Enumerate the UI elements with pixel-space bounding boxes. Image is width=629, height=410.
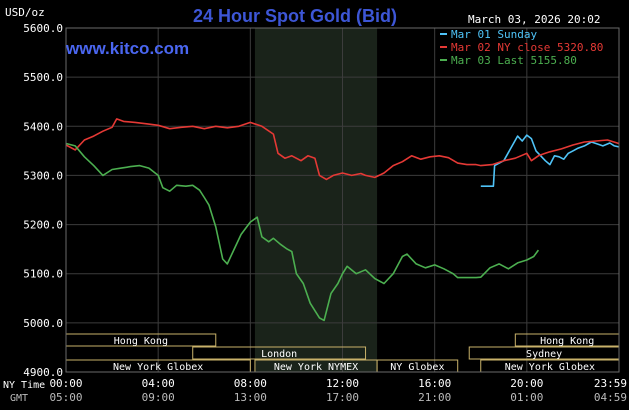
legend-label: Mar 01 Sunday (451, 28, 537, 41)
y-tick-label: 5300.0 (23, 169, 63, 182)
gmt-label: GMT (10, 393, 28, 404)
session-bars: Hong Kong London New York Globex New York N… (65, 333, 620, 373)
session-label: Sydney (526, 349, 562, 360)
x-tick-gmt-label: 01:00 (510, 391, 543, 404)
chart-datetime: March 03, 2026 20:02 (468, 13, 600, 26)
plot-frame (65, 27, 620, 373)
x-tick-gmt-label: 13:00 (234, 391, 267, 404)
y-tick-label: 5400.0 (23, 120, 63, 133)
x-tick-gmt-label: 17:00 (326, 391, 359, 404)
series-line (65, 118, 620, 181)
x-tick-ny-label: 20:00 (510, 377, 543, 390)
y-tick-label: 5100.0 (23, 268, 63, 281)
session-label: New York Globex (505, 362, 595, 373)
x-tick-gmt-label: 05:00 (49, 391, 82, 404)
y-tick-label: 4900.0 (23, 366, 63, 379)
x-tick-gmt-label: 21:00 (418, 391, 451, 404)
session-label: Hong Kong (540, 336, 594, 347)
series-line (65, 142, 540, 322)
x-tick-ny-label: 16:00 (418, 377, 451, 390)
legend-label: Mar 02 NY close 5320.80 (451, 41, 603, 54)
series-lines (65, 118, 620, 322)
session-label: Hong Kong (114, 336, 168, 347)
session-label: New York Globex (113, 362, 203, 373)
series-line (480, 134, 619, 187)
x-tick-ny-label: 12:00 (326, 377, 359, 390)
y-tick-label: 5600.0 (23, 22, 63, 35)
plot-area: Hong Kong London New York Globex New York N… (65, 27, 620, 373)
x-tick-ny-label: 23:59 (594, 377, 627, 390)
y-axis-ticks: 5600.0 5500.0 5400.0 5300.0 5200.0 5100.0 5000… (23, 22, 63, 379)
x-tick-gmt-label: 09:00 (142, 391, 175, 404)
legend-label: Mar 03 Last 5155.80 (451, 54, 577, 67)
session-label: London (261, 349, 297, 360)
ny-time-label: NY Time (3, 380, 45, 391)
x-tick-ny-label: 00:00 (49, 377, 82, 390)
y-tick-label: 5000.0 (23, 317, 63, 330)
website-watermark: www.kitco.com (65, 39, 189, 58)
x-tick-gmt-label: 04:59 (594, 391, 627, 404)
x-tick-ny-label: 08:00 (234, 377, 267, 390)
session-bar (192, 346, 367, 360)
session-label: NY Globex (390, 362, 444, 373)
x-tick-ny-label: 04:00 (142, 377, 175, 390)
nymex-session-shading (254, 28, 378, 372)
y-tick-label: 5200.0 (23, 219, 63, 232)
units-label: USD/oz (5, 6, 45, 19)
chart-title: 24 Hour Spot Gold (Bid) (193, 6, 397, 26)
session-label: New York NYMEX (274, 362, 358, 373)
y-tick-label: 5500.0 (23, 71, 63, 84)
